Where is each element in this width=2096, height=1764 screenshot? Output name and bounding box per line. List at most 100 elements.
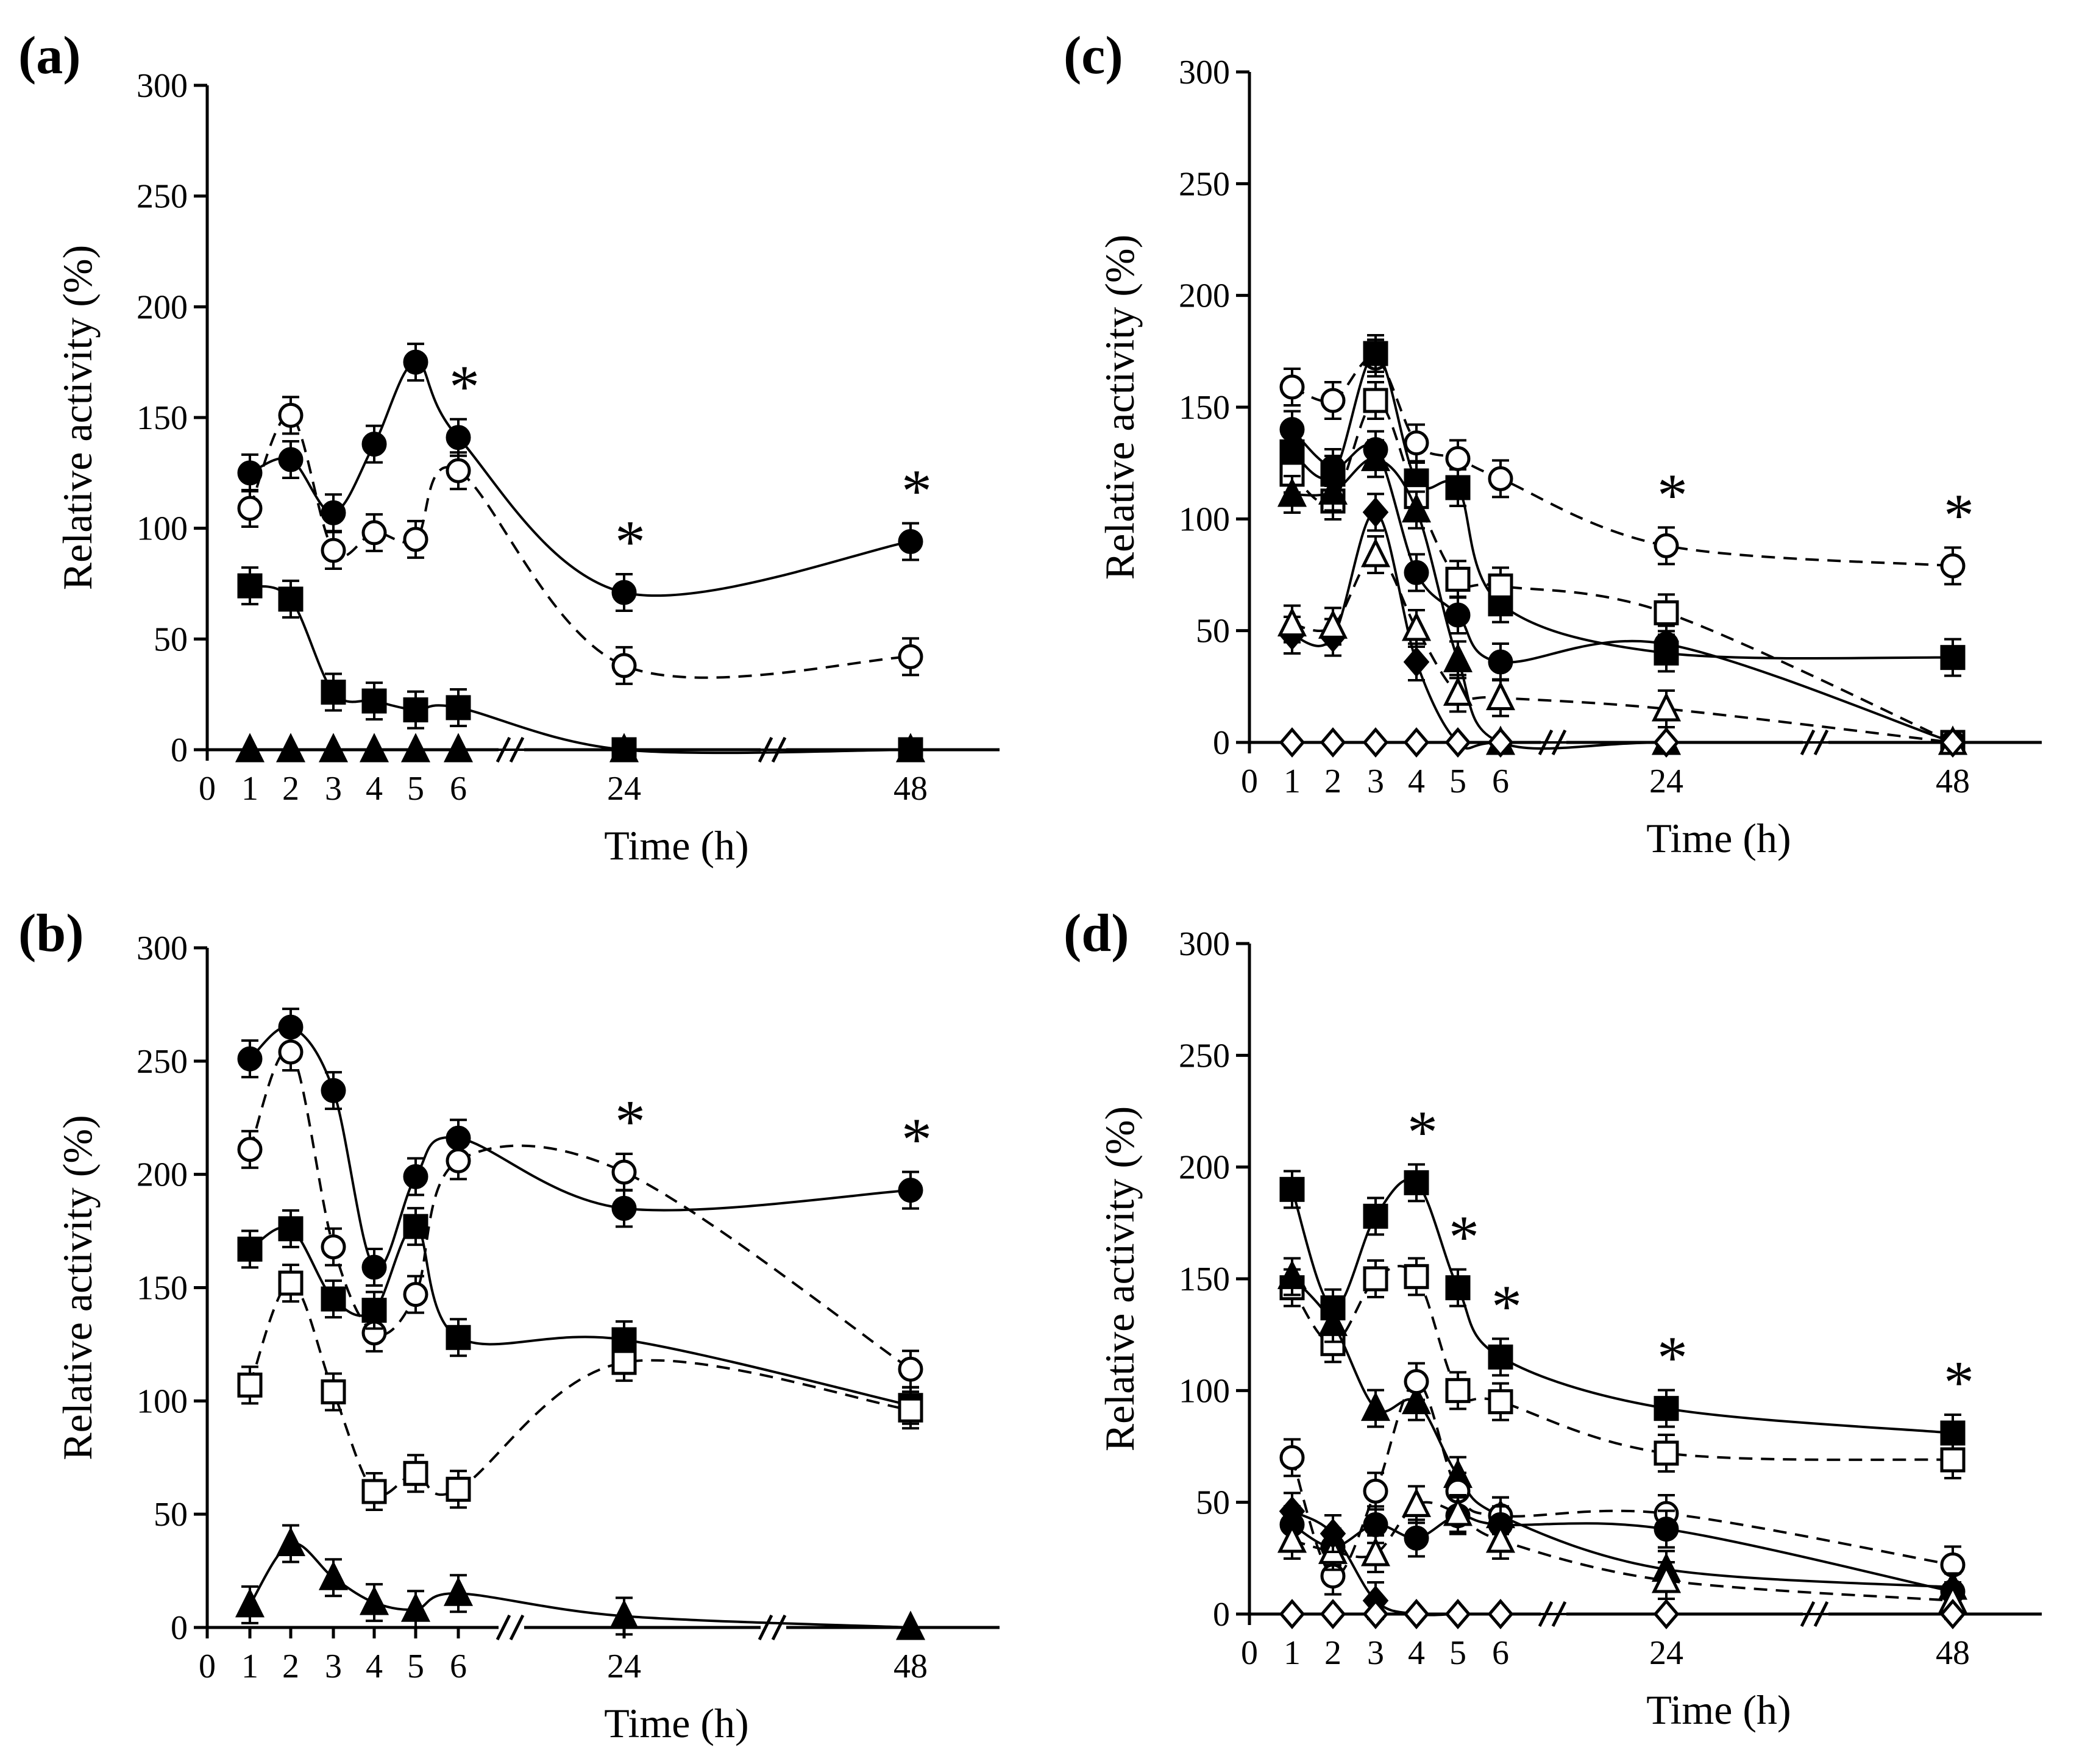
y-tick-label: 50 <box>154 1496 188 1534</box>
x-tick-label: 6 <box>450 1648 467 1685</box>
series-line <box>1291 429 1953 744</box>
panel-label: (c) <box>1064 26 1123 85</box>
y-tick-label: 100 <box>1179 500 1230 538</box>
data-point <box>1488 1344 1513 1370</box>
y-tick-label: 200 <box>1179 277 1230 315</box>
data-point <box>1654 1440 1679 1466</box>
data-point <box>1488 466 1513 491</box>
x-tick-label: 1 <box>241 770 258 808</box>
significance-asterisk: * <box>1657 461 1688 528</box>
data-point <box>1653 727 1680 758</box>
data-point <box>1277 607 1307 637</box>
data-point <box>403 1214 428 1239</box>
y-tick-label: 50 <box>1196 613 1230 650</box>
data-point <box>1939 727 1966 758</box>
series-line <box>249 1049 912 1370</box>
significance-asterisk: * <box>901 1106 932 1173</box>
data-point <box>237 460 263 486</box>
data-point <box>1445 475 1471 500</box>
data-point <box>1360 538 1391 567</box>
series-line <box>1291 1265 1953 1461</box>
y-tick-label: 250 <box>1179 165 1230 203</box>
data-point <box>278 586 304 612</box>
data-point <box>278 1270 304 1296</box>
data-point <box>1404 430 1429 456</box>
series-line <box>1291 1514 1953 1593</box>
data-point <box>278 402 304 428</box>
data-point <box>1401 611 1432 641</box>
data-point <box>1651 692 1682 722</box>
x-tick-label: 4 <box>366 770 383 808</box>
data-point <box>1360 441 1391 471</box>
data-point <box>400 733 431 763</box>
y-tick-label: 300 <box>137 67 188 105</box>
significance-asterisk: * <box>1491 1272 1522 1340</box>
data-point <box>1443 676 1473 706</box>
data-point <box>609 1599 639 1629</box>
data-point <box>1318 609 1348 639</box>
series-line <box>249 1542 911 1629</box>
y-tick-label: 200 <box>1179 1149 1230 1187</box>
data-point <box>1362 727 1389 758</box>
data-point <box>1445 1378 1471 1403</box>
x-tick-label: 5 <box>1449 1634 1466 1672</box>
data-point <box>1363 1478 1388 1504</box>
data-point <box>361 1479 387 1504</box>
x-tick-label: 6 <box>1492 1634 1509 1672</box>
series-open-triangle <box>1277 1485 1968 1620</box>
data-point <box>611 580 637 605</box>
data-point <box>1488 649 1513 675</box>
series-line <box>1291 1380 1953 1578</box>
series-open-circle <box>1279 1362 1966 1596</box>
data-point <box>443 733 474 763</box>
data-point <box>1277 1259 1307 1289</box>
data-point <box>1279 1496 1306 1527</box>
data-point <box>321 1078 346 1103</box>
x-tick-label: 1 <box>1284 1634 1301 1672</box>
significance-asterisk: * <box>1657 1324 1688 1392</box>
y-tick-label: 200 <box>137 1156 188 1194</box>
data-point <box>1487 1599 1514 1629</box>
y-tick-label: 100 <box>137 1382 188 1420</box>
y-axis-title: Relative activity (%) <box>54 245 101 590</box>
x-axis-title: Time (h) <box>604 822 748 869</box>
panel-label: (a) <box>18 26 81 85</box>
x-tick-label: 48 <box>893 770 928 808</box>
significance-asterisk: * <box>615 508 645 575</box>
data-point <box>278 447 304 472</box>
data-point <box>446 425 471 450</box>
data-point <box>1404 1170 1429 1195</box>
data-point <box>1445 446 1471 471</box>
x-tick-label: 6 <box>1492 763 1509 800</box>
data-point <box>1445 1275 1471 1301</box>
data-point <box>446 1148 471 1173</box>
data-point <box>1654 631 1679 657</box>
data-point <box>1363 1266 1388 1292</box>
axis-break <box>758 1614 773 1641</box>
x-tick-label: 2 <box>1324 1634 1341 1672</box>
data-point <box>318 1560 349 1590</box>
data-point <box>361 1254 387 1280</box>
data-point <box>1404 1264 1429 1289</box>
y-axis-title: Relative activity (%) <box>54 1115 101 1460</box>
series-line <box>1291 511 1953 750</box>
data-point <box>898 1356 923 1382</box>
data-point <box>1363 341 1388 366</box>
data-point <box>446 695 471 720</box>
data-point <box>400 1592 431 1622</box>
data-point <box>611 1350 637 1375</box>
data-point <box>446 1325 471 1350</box>
series-open-circle <box>237 396 923 685</box>
x-tick-label: 3 <box>1367 763 1384 800</box>
x-tick-label: 2 <box>1324 763 1341 800</box>
data-point <box>361 1298 387 1323</box>
x-tick-label: 0 <box>1241 1634 1258 1672</box>
x-tick-label: 5 <box>1449 763 1466 800</box>
significance-asterisk: * <box>1944 1348 1974 1416</box>
y-axis-title: Relative activity (%) <box>1096 235 1143 580</box>
y-axis-title: Relative activity (%) <box>1096 1106 1143 1451</box>
data-point <box>1939 1599 1966 1629</box>
data-point <box>237 1046 263 1072</box>
y-tick-label: 0 <box>171 1609 188 1647</box>
data-point <box>403 1282 428 1307</box>
